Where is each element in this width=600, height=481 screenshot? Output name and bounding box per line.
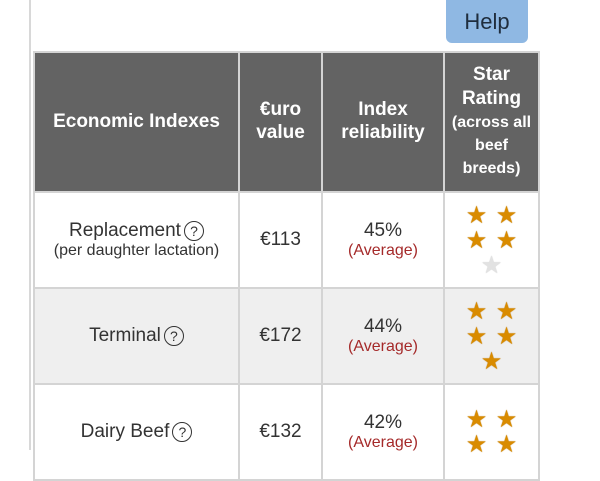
star-icon: ★ [495,297,518,325]
index-name: Replacement [69,220,181,241]
star-rating: ★ ★ ★ ★ ★ [462,203,522,278]
star-icon: ★ [465,431,488,458]
star-rating-note: (across all beef breeds) [451,113,532,178]
star-rating-title: Star Rating [461,64,522,110]
index-name: Terminal [89,325,161,346]
euro-value-cell: €113 [238,191,323,289]
table-row: Dairy Beef? €132 42% (Average) ★ ★ ★ ★ [33,383,540,481]
star-icon: ★ [495,322,518,350]
table-row: Terminal? €172 44% (Average) ★ ★ ★ ★ ★ [33,287,540,385]
economic-indexes-table: Economic Indexes €uro value Index reliab… [33,51,540,481]
index-name-cell: Replacement? (per daughter lactation) [33,191,240,289]
header-index-reliability: Index reliability [321,51,445,193]
star-rating-cell: ★ ★ ★ ★ ★ [443,287,540,385]
header-economic-indexes: Economic Indexes [33,51,240,193]
reliability-cell: 42% (Average) [321,383,445,481]
reliability-label: (Average) [348,242,418,259]
star-icon: ★ [465,201,488,229]
index-subtitle: (per daughter lactation) [53,242,220,259]
help-button[interactable]: Help [446,0,528,43]
star-icon: ★ [480,251,503,279]
reliability-cell: 45% (Average) [321,191,445,289]
reliability-cell: 44% (Average) [321,287,445,385]
star-icon: ★ [495,226,518,254]
star-icon: ★ [465,226,488,254]
star-icon: ★ [495,431,518,458]
star-icon: ★ [465,406,488,433]
index-name-cell: Dairy Beef? [33,383,240,481]
reliability-value: 45% [363,220,403,241]
header-euro-value: €uro value [238,51,323,193]
index-name-cell: Terminal? [33,287,240,385]
question-circle-icon[interactable]: ? [172,421,193,442]
reliability-label: (Average) [348,338,418,355]
star-rating-cell: ★ ★ ★ ★ ★ [443,191,540,289]
star-icon: ★ [480,347,503,375]
reliability-value: 44% [363,316,403,337]
reliability-value: 42% [363,412,403,433]
index-name: Dairy Beef [80,421,170,442]
star-icon: ★ [465,322,488,350]
euro-value-cell: €132 [238,383,323,481]
euro-value: €172 [259,325,302,346]
reliability-label: (Average) [348,434,418,451]
star-icon: ★ [495,201,518,229]
header-star-rating: Star Rating (across all beef breeds) [443,51,540,193]
table-header-row: Economic Indexes €uro value Index reliab… [33,51,540,193]
question-circle-icon[interactable]: ? [183,220,204,241]
euro-value: €113 [260,229,301,250]
star-icon: ★ [495,406,518,433]
table-row: Replacement? (per daughter lactation) €1… [33,191,540,289]
page-border [29,0,31,450]
euro-value: €132 [259,421,302,442]
star-rating: ★ ★ ★ ★ ★ [462,299,522,374]
question-circle-icon[interactable]: ? [163,325,184,346]
euro-value-cell: €172 [238,287,323,385]
star-rating-cell: ★ ★ ★ ★ [443,383,540,481]
star-icon: ★ [465,297,488,325]
